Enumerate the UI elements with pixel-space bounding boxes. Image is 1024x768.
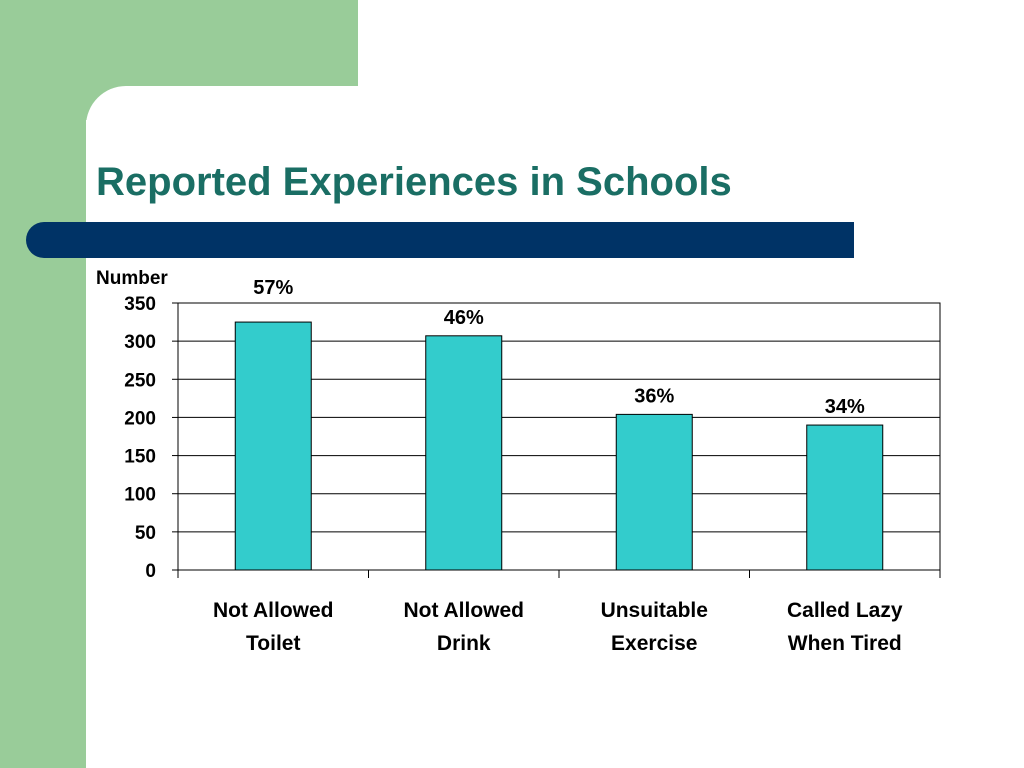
- x-category-label: When Tired: [788, 632, 902, 655]
- y-axis-label: Number: [96, 268, 168, 289]
- x-category-label: Not Allowed: [213, 599, 334, 622]
- data-label: 46%: [444, 307, 484, 329]
- y-tick-label: 0: [145, 561, 156, 582]
- y-tick-label: 150: [124, 447, 156, 468]
- bar: [615, 413, 693, 571]
- slide-title: Reported Experiences in Schools: [96, 160, 732, 204]
- y-tick-label: 50: [135, 523, 156, 544]
- data-label: 57%: [253, 277, 293, 299]
- y-tick-label: 100: [124, 485, 156, 506]
- x-category-label: Called Lazy: [787, 599, 903, 622]
- x-category-label: Exercise: [611, 632, 697, 655]
- x-category-label: Unsuitable: [601, 599, 708, 622]
- title-underline-bar: [26, 222, 854, 258]
- bar: [234, 321, 312, 571]
- y-tick-label: 250: [124, 370, 156, 391]
- x-category-label: Toilet: [246, 632, 300, 655]
- bar: [425, 335, 503, 571]
- bar: [806, 424, 884, 571]
- y-tick-label: 300: [124, 332, 156, 353]
- data-label: 34%: [825, 396, 865, 418]
- y-tick-label: 200: [124, 408, 156, 429]
- data-label: 36%: [634, 385, 674, 407]
- green-sidebar-decoration: [0, 0, 86, 768]
- x-category-label: Drink: [437, 632, 491, 655]
- x-category-label: Not Allowed: [403, 599, 524, 622]
- y-tick-label: 350: [124, 294, 156, 315]
